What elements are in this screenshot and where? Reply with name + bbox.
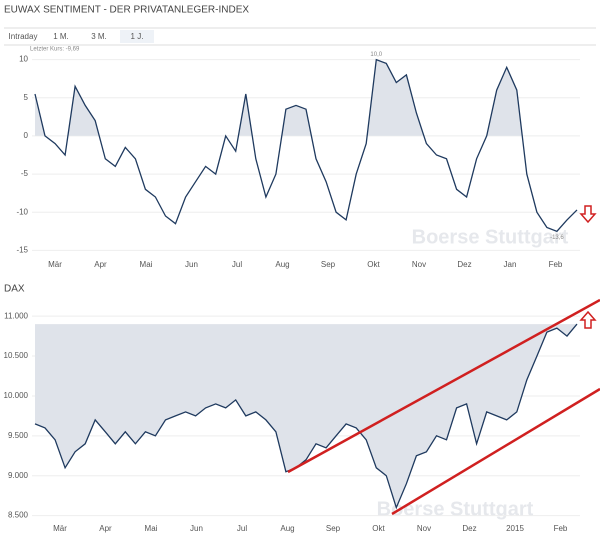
y-tick-label: 8.500: [8, 511, 29, 520]
area-fill: [35, 59, 523, 136]
x-tick-label: Dez: [462, 524, 476, 533]
y-tick-label: 11.000: [4, 311, 28, 320]
page-title: EUWAX SENTIMENT - DER PRIVATANLEGER-INDE…: [4, 5, 249, 16]
x-tick-label: Jul: [232, 260, 242, 269]
x-tick-label: Sep: [326, 524, 341, 533]
up-arrow: [579, 310, 597, 329]
last-price: Letzter Kurs: -9,69: [30, 47, 80, 53]
tab-label[interactable]: 1 M.: [53, 32, 69, 41]
x-tick-label: 2015: [506, 524, 524, 533]
area-fill: [35, 324, 577, 508]
x-tick-label: Dez: [457, 260, 471, 269]
y-tick-label: -5: [21, 169, 29, 178]
max-label: 10,0: [370, 52, 382, 58]
tab-label[interactable]: 1 J.: [131, 32, 144, 41]
x-tick-label: Mär: [53, 524, 67, 533]
y-tick-label: 10.000: [4, 391, 29, 400]
line: [34, 58, 578, 233]
x-tick-label: Feb: [554, 524, 568, 533]
down-arrow: [579, 205, 597, 224]
x-tick-label: Aug: [275, 260, 289, 269]
x-tick-label: Jun: [190, 524, 203, 533]
y-tick-label: 10.500: [4, 351, 29, 360]
x-tick-label: Jun: [185, 260, 198, 269]
min-label: -13,6: [550, 235, 564, 241]
trend-line: [391, 387, 600, 516]
x-tick-label: Mai: [140, 260, 153, 269]
x-tick-label: Nov: [412, 260, 426, 269]
tab[interactable]: [44, 30, 78, 43]
y-tick-label: 9.000: [8, 471, 29, 480]
chart-dax: Boerse Stuttgart 11.000 10.500 10.000 9.500 9…: [4, 311, 580, 533]
y-tick-label: 10: [19, 55, 28, 64]
watermark: Boerse Stuttgart: [377, 498, 534, 520]
tabs: Intraday 1 M. 3 M. 1 J.: [6, 30, 154, 43]
chart-title: DAX: [4, 284, 25, 295]
watermark: Boerse Stuttgart: [412, 226, 569, 248]
x-tick-label: Sep: [321, 260, 336, 269]
tab[interactable]: [6, 30, 40, 43]
x-tick-label: Mär: [48, 260, 62, 269]
line: [34, 323, 578, 510]
tab-label[interactable]: 3 M.: [91, 32, 107, 41]
x-tick-label: Okt: [367, 260, 380, 269]
y-tick-label: 9.500: [8, 431, 29, 440]
trend-line: [287, 298, 600, 474]
y-tick-label: -15: [16, 245, 28, 254]
x-tick-label: Apr: [99, 524, 112, 533]
x-tick-label: Okt: [372, 524, 385, 533]
y-tick-label: 5: [24, 93, 29, 102]
tab[interactable]: [82, 30, 116, 43]
x-tick-label: Mai: [145, 524, 158, 533]
x-tick-label: Feb: [549, 260, 563, 269]
x-tick-label: Nov: [417, 524, 431, 533]
x-tick-label: Aug: [280, 524, 294, 533]
x-tick-label: Jan: [504, 260, 517, 269]
y-tick-label: -10: [16, 207, 28, 216]
chart-sentiment: Boerse Stuttgart 10 5 0 -5 -10 -15 Mär Apr Mai Jun…: [16, 52, 580, 269]
x-tick-label: Apr: [94, 260, 107, 269]
tab[interactable]: [120, 30, 154, 43]
tab-label[interactable]: Intraday: [9, 32, 38, 41]
y-tick-label: 0: [24, 131, 29, 140]
x-tick-label: Jul: [237, 524, 247, 533]
